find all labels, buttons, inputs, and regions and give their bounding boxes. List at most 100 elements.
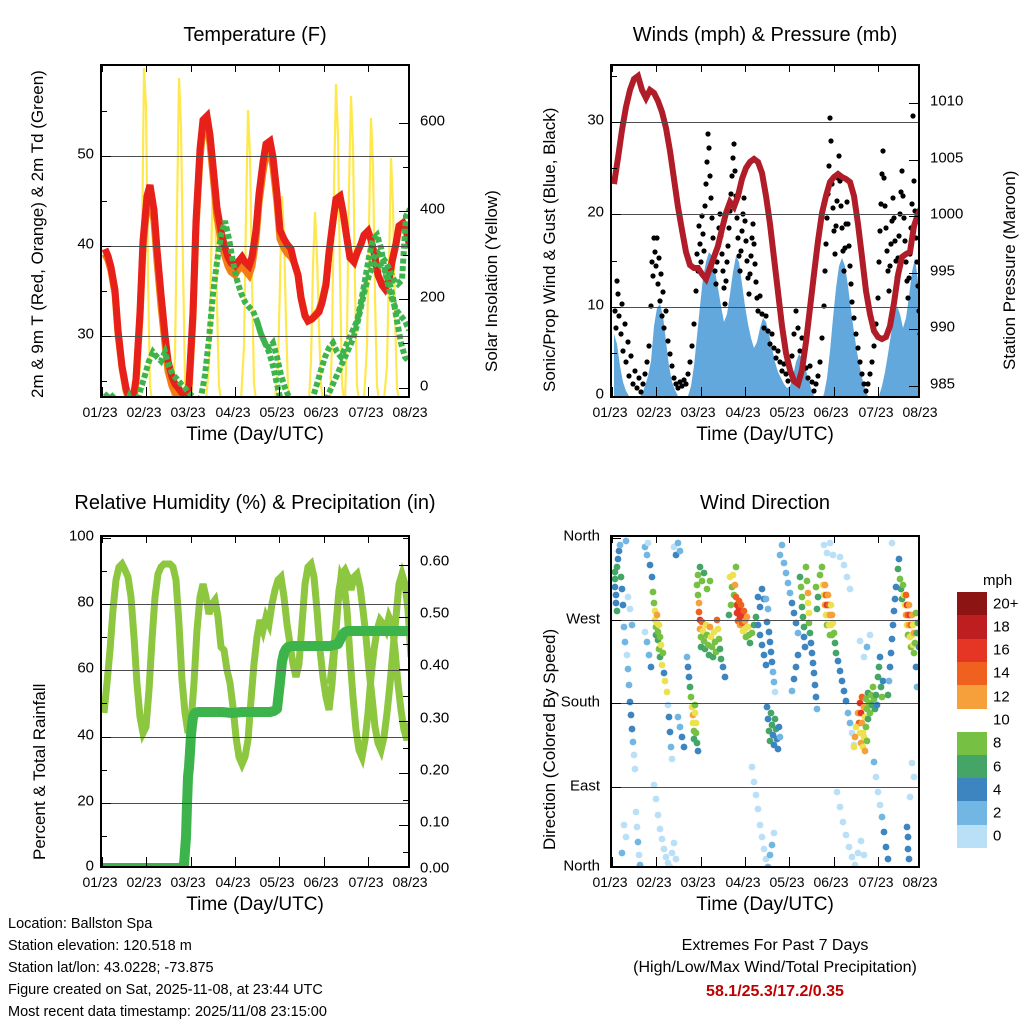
humidity-ytick-20: 20 [77, 792, 94, 810]
axis-tick [403, 696, 408, 697]
colorbar-label-10: 10 [993, 711, 1010, 729]
axis-tick [909, 160, 918, 161]
winds-ytick-10: 10 [587, 296, 604, 314]
axis-tick [612, 122, 621, 123]
metadata-station-elevation: Station elevation: 120.518 m [8, 938, 192, 954]
temperature-ytick-right-200: 200 [420, 288, 446, 306]
temperature-ytick-40: 40 [77, 235, 94, 253]
axis-tick [744, 537, 746, 543]
colorbar-label-12: 12 [993, 688, 1010, 706]
metadata-station-latlon: Station lat/lon: 43.0228; -73.875 [8, 960, 214, 976]
station-pressure-trace [612, 70, 918, 390]
temperature-xtick-5: 06/23 [303, 404, 339, 420]
winddir-ytick-north-top: North [563, 527, 600, 545]
axis-tick [102, 836, 107, 837]
extremes-subheading: (High/Low/Max Wind/Total Precipitation) [633, 959, 917, 976]
gridline-wind-30 [612, 122, 918, 123]
axis-tick [656, 66, 658, 72]
total-rainfall-trace [102, 626, 408, 866]
dewpoint-2m-trace-cont [254, 257, 408, 396]
gridline-dir-south [612, 703, 918, 704]
sonic-wind-area [614, 252, 918, 396]
winddir-ytick-west: West [566, 610, 600, 628]
winddir-xtick-4: 05/23 [769, 874, 805, 890]
winds-ytick-0: 0 [595, 385, 604, 403]
axis-tick [102, 336, 111, 337]
temperature-panel-title: Temperature (F) [183, 24, 327, 46]
axis-tick [323, 857, 325, 866]
temperature-xtick-2: 03/23 [170, 404, 206, 420]
axis-tick [612, 214, 621, 215]
axis-tick [612, 66, 613, 72]
winds-ytick-20: 20 [587, 203, 604, 221]
axis-tick [102, 737, 111, 738]
axis-tick [612, 703, 621, 704]
colorbar-label-4: 4 [993, 781, 1002, 799]
colorbar-label-0: 0 [993, 827, 1002, 845]
axis-tick [234, 66, 236, 72]
winddir-ytick-south: South [560, 693, 600, 711]
axis-tick [744, 387, 746, 396]
winddir-xtick-0: 01/23 [592, 874, 628, 890]
axis-tick [612, 857, 613, 866]
gridline-rh-40 [102, 737, 408, 738]
axis-tick [403, 167, 408, 168]
colorbar-band-4 [957, 778, 987, 802]
humidity-xtick-2: 03/23 [170, 874, 206, 890]
axis-tick [700, 537, 702, 543]
gridline-wind-10 [612, 307, 918, 308]
humidity-panel-title: Relative Humidity (%) & Precipitation (i… [74, 492, 436, 514]
winddir-panel-title: Wind Direction [699, 492, 831, 514]
temperature-xlabel: Time (Day/UTC) [186, 424, 324, 445]
gridline-wind-20 [612, 214, 918, 215]
winddir-xtick-3: 04/23 [725, 874, 761, 890]
axis-tick [234, 387, 236, 396]
axis-tick [833, 857, 835, 866]
temp-2m-trace [102, 108, 408, 396]
colorbar-band-12 [957, 685, 987, 709]
axis-tick [909, 386, 918, 387]
temperature-plot-area [100, 64, 410, 398]
axis-tick [656, 537, 658, 543]
winds-ytick-right-1010: 1010 [930, 92, 964, 110]
axis-tick [909, 216, 918, 217]
relative-humidity-trace [102, 557, 408, 773]
axis-tick [403, 800, 408, 801]
axis-tick [877, 857, 879, 866]
colorbar-band-6 [957, 754, 987, 779]
axis-tick [146, 387, 148, 396]
winddir-ytick-north-bottom: North [563, 857, 600, 875]
extremes-values: 58.1/25.3/17.2/0.35 [706, 983, 844, 1000]
humidity-ytick-right-000: 0.00 [420, 859, 450, 877]
gridline-rh-80 [102, 604, 408, 605]
humidity-xtick-5: 06/23 [303, 874, 339, 890]
humidity-ytick-right-040: 0.40 [420, 656, 450, 674]
colorbar-label-14: 14 [993, 664, 1010, 682]
temperature-ytick-right-0: 0 [420, 377, 429, 395]
axis-tick [102, 637, 107, 638]
axis-tick [909, 329, 918, 330]
axis-tick [612, 261, 617, 262]
humidity-ytick-right-050: 0.50 [420, 604, 450, 622]
axis-tick [399, 211, 408, 212]
winds-xlabel: Time (Day/UTC) [696, 424, 834, 445]
axis-tick [399, 721, 408, 722]
axis-tick [146, 857, 148, 866]
gridline-temp-30 [102, 336, 408, 337]
axis-tick [403, 592, 408, 593]
axis-tick [700, 66, 702, 72]
axis-tick [399, 773, 408, 774]
temperature-xtick-3: 04/23 [215, 404, 251, 420]
axis-tick [877, 387, 879, 396]
axis-tick [399, 565, 408, 566]
axis-tick [102, 291, 107, 292]
winds-xtick-5: 06/23 [813, 404, 849, 420]
humidity-series-svg [102, 557, 408, 866]
axis-tick [833, 387, 835, 396]
axis-tick [789, 66, 791, 72]
axis-tick [102, 571, 107, 572]
winddir-xtick-7: 08/23 [902, 874, 938, 890]
axis-tick [102, 246, 111, 247]
axis-tick [909, 273, 918, 274]
